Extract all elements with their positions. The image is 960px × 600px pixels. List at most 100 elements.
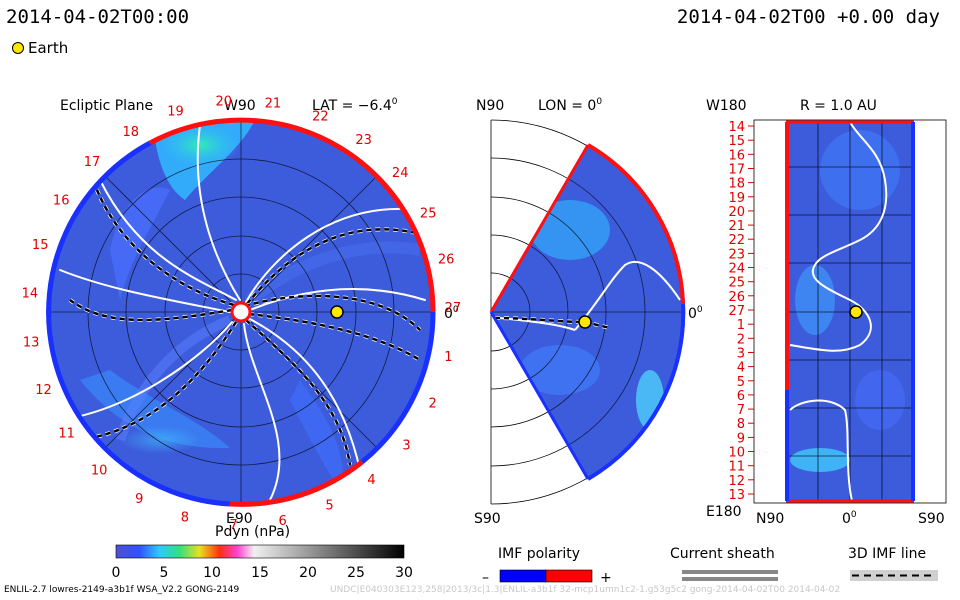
sector-label: 25: [420, 207, 437, 222]
radial-x-label-n90: N90: [756, 511, 784, 527]
radial-tick-label: 2: [737, 332, 745, 347]
sector-label: 13: [23, 336, 40, 351]
footer-left: ENLIL-2.7 lowres-2149-a3b1f WSA_V2.2 GON…: [4, 585, 240, 595]
imf-polarity-legend: IMF polarity – +: [482, 546, 612, 586]
radial-tick-label: 18: [728, 177, 745, 192]
earth-legend: Earth: [12, 39, 68, 57]
colorbar-tick-label: 15: [251, 565, 269, 581]
sector-label: 2: [428, 397, 436, 412]
sector-label: 7: [229, 518, 237, 533]
radial-tick-label: 9: [737, 431, 745, 446]
radial-tick-label: 14: [728, 120, 745, 135]
radial-tick-label: 19: [728, 191, 745, 206]
imf-line-label: 3D IMF line: [848, 546, 926, 562]
sector-label: 4: [367, 473, 375, 488]
imf-line-legend: 3D IMF line: [848, 546, 938, 581]
sector-label: 18: [123, 125, 140, 140]
radial-tick-label: 7: [737, 403, 745, 418]
earth-legend-label: Earth: [28, 39, 69, 57]
sector-label: 27: [445, 301, 462, 316]
sector-label: 9: [135, 492, 143, 507]
radial-tick-label: 26: [728, 290, 745, 305]
sector-label: 5: [325, 499, 333, 514]
colorbar-tick-label: 20: [299, 565, 317, 581]
radial-tick-label: 20: [728, 205, 745, 220]
header-right-time: 2014-04-02T00 +0.00 day: [676, 6, 940, 28]
radial-tick-label: 17: [728, 163, 745, 178]
ecliptic-rim-positive-2: [229, 460, 364, 507]
sector-label: 17: [84, 155, 101, 170]
earth-marker-meridional: [578, 315, 592, 329]
meridional-0deg-label: 00: [688, 305, 703, 322]
radial-tick-label: 22: [728, 233, 745, 248]
sector-label: 12: [35, 383, 52, 398]
radial-x-label-0: 00: [842, 510, 857, 527]
ecliptic-0deg-label: 00: [444, 305, 459, 322]
radial-tick-label: 6: [737, 389, 745, 404]
sector-label: 3: [402, 439, 410, 454]
colorbar-tick-label: 5: [160, 565, 169, 581]
sector-label: 24: [392, 166, 409, 181]
sector-label: 20: [216, 95, 233, 110]
radial-w180-label: W180: [706, 98, 747, 114]
radial-r-label: R = 1.0 AU: [800, 98, 877, 114]
colorbar-label: Pdyn (nPa): [215, 524, 290, 540]
sector-label: 22: [312, 109, 329, 124]
current-sheath-swatch-2: [682, 577, 778, 581]
colorbar-tick-label: 30: [395, 565, 413, 581]
sector-label: 11: [58, 427, 75, 442]
imf-polarity-minus-swatch: [499, 569, 547, 583]
imf-polarity-plus: +: [600, 570, 612, 586]
sector-label: 1: [444, 350, 452, 365]
imf-polarity-plus-swatch: [545, 569, 593, 583]
ecliptic-rim-positive: [148, 117, 436, 313]
radial-tick-label: 25: [728, 276, 745, 291]
sector-label: 15: [32, 238, 49, 253]
meridional-panel: N90 LON = 00 S90 00: [474, 97, 703, 527]
radial-tick-label: 11: [728, 460, 745, 475]
sector-label: 10: [91, 464, 108, 479]
earth-marker-radial: [849, 305, 863, 319]
sector-label: 8: [181, 511, 189, 526]
radial-tick-label: 13: [728, 488, 745, 503]
colorbar-tick-label: 25: [347, 565, 365, 581]
sector-label: 19: [167, 104, 184, 119]
header-left-time: 2014-04-02T00:00: [6, 6, 190, 28]
footer-right: UNDC|E040303E123,258|2013/3c|1.3|ENLIL-a…: [330, 585, 841, 595]
sector-label: 21: [265, 96, 282, 111]
radial-x-label-s90: S90: [918, 511, 945, 527]
radial-tick-label: 16: [728, 148, 745, 163]
sector-label: 14: [22, 286, 39, 301]
radial-tick-label: 4: [737, 361, 745, 376]
ecliptic-plane-panel: Ecliptic Plane LAT = −6.40 W90 E90 00: [22, 95, 462, 533]
sector-label: 23: [355, 133, 372, 148]
radial-e180-label: E180: [706, 504, 742, 520]
sector-label: 26: [438, 252, 455, 267]
radial-tick-label: 23: [728, 247, 745, 262]
radial-tick-label: 5: [737, 375, 745, 390]
ecliptic-lat-label: LAT = −6.40: [312, 97, 398, 114]
colorbar-gradient: [115, 544, 405, 559]
colorbar-ticks: 0 5 10 15 20 25 30: [112, 565, 413, 581]
ecliptic-rim-negative-1: [360, 311, 436, 464]
current-sheath-legend: Current sheath: [670, 546, 778, 581]
colorbar-tick-label: 10: [203, 565, 221, 581]
meridional-s90-label: S90: [474, 511, 501, 527]
meridional-n90-label: N90: [476, 98, 504, 114]
radial-map-panel: W180 R = 1.0 AU E180 14: [706, 98, 947, 527]
imf-polarity-minus: –: [482, 570, 489, 586]
earth-marker-ecliptic: [330, 305, 344, 319]
ecliptic-e90-label: E90: [226, 511, 253, 527]
radial-tick-label: 27: [728, 304, 745, 319]
radial-tick-label: 1: [737, 318, 745, 333]
radial-tick-label: 3: [737, 347, 745, 362]
radial-tick-label: 21: [728, 219, 745, 234]
imf-polarity-label: IMF polarity: [498, 546, 580, 562]
current-sheath-swatch-1: [682, 570, 778, 574]
radial-tick-label: 12: [728, 474, 745, 489]
sector-label: 6: [279, 514, 287, 529]
ecliptic-w90-label: W90: [224, 98, 256, 114]
meridional-lon-label: LON = 00: [538, 97, 602, 114]
